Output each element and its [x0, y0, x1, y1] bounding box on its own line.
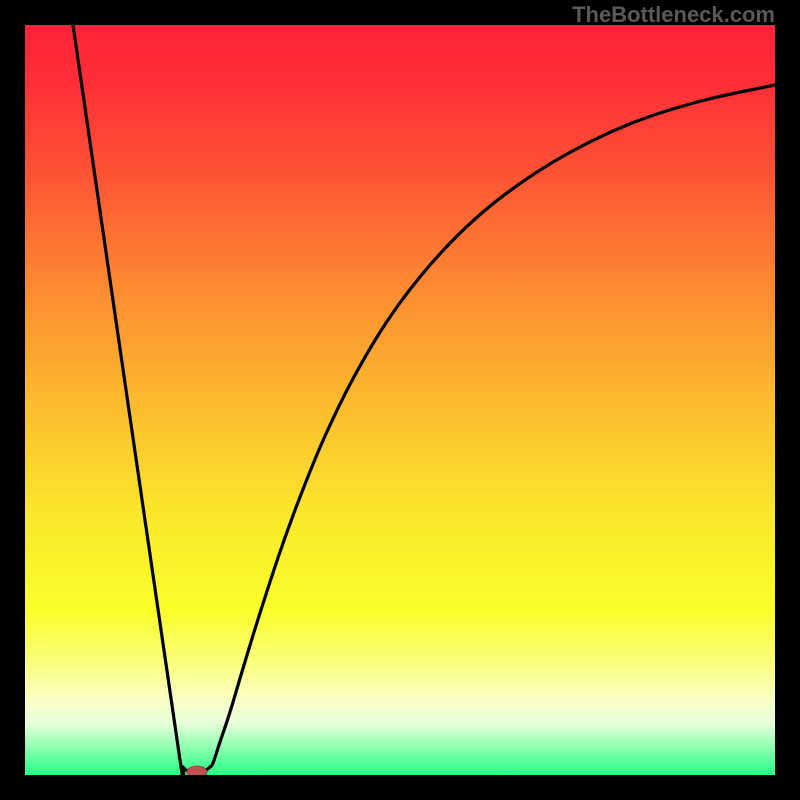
- gradient-background: [25, 25, 775, 775]
- watermark: TheBottleneck.com: [572, 2, 775, 27]
- chart-container: { "chart": { "type": "line-on-gradient",…: [0, 0, 800, 800]
- bottleneck-chart: TheBottleneck.com: [0, 0, 800, 800]
